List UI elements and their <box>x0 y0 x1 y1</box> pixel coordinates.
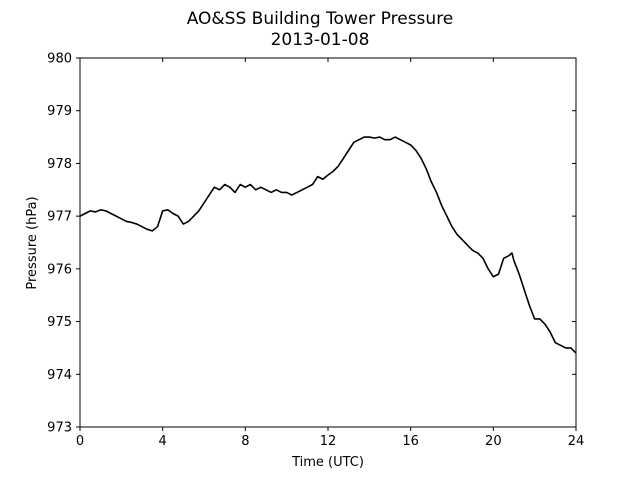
x-axis: 0 4 8 12 16 20 24 <box>76 58 584 449</box>
pressure-series-line <box>79 136 577 354</box>
y-axis: 973 974 975 976 977 978 979 980 <box>47 52 576 436</box>
x-tick-label: 8 <box>241 434 249 449</box>
x-axis-label: Time (UTC) <box>291 455 364 470</box>
plot-frame <box>79 57 577 428</box>
x-tick-label: 4 <box>159 434 167 449</box>
chart-subtitle: 2013-01-08 <box>271 30 370 50</box>
y-tick-label: 979 <box>47 104 72 119</box>
x-tick-label: 0 <box>76 434 84 449</box>
y-tick-label: 975 <box>47 315 72 330</box>
chart-title: AO&SS Building Tower Pressure <box>187 9 454 29</box>
y-tick-label: 980 <box>47 52 72 67</box>
y-tick-label: 978 <box>47 157 72 172</box>
y-axis-label: Pressure (hPa) <box>25 196 40 289</box>
y-tick-label: 973 <box>47 421 72 436</box>
y-tick-label: 976 <box>47 262 72 277</box>
y-tick-label: 977 <box>47 210 72 225</box>
y-tick-label: 974 <box>47 368 72 383</box>
x-tick-label: 24 <box>568 434 585 449</box>
x-tick-label: 16 <box>402 434 419 449</box>
x-tick-label: 20 <box>485 434 502 449</box>
x-tick-label: 12 <box>320 434 337 449</box>
